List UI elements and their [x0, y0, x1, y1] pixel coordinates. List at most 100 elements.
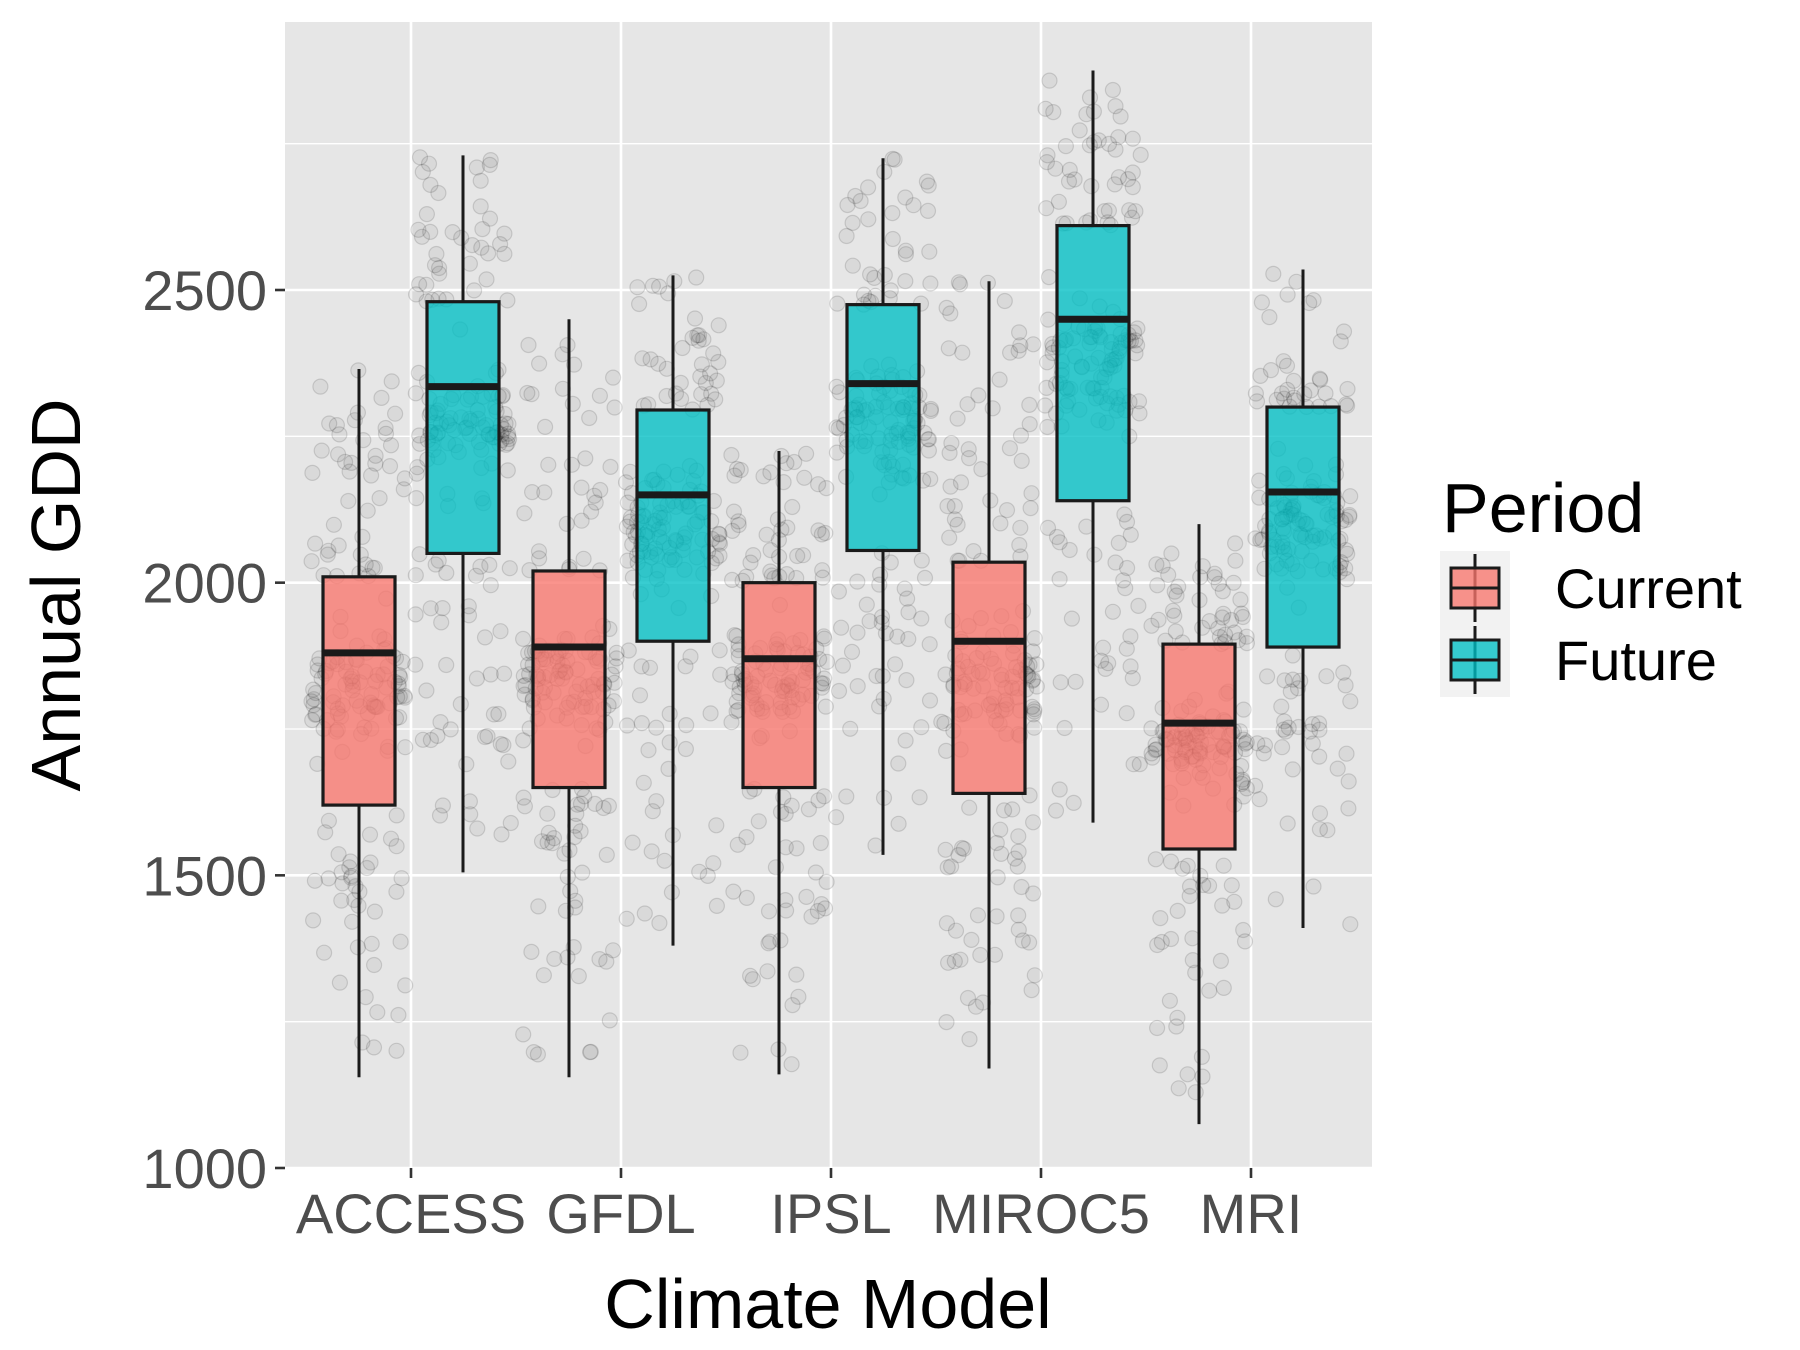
jitter-point	[1110, 169, 1128, 186]
jitter-point	[1143, 745, 1160, 762]
jitter-point	[1247, 385, 1265, 402]
jitter-point	[544, 835, 561, 852]
jitter-point	[701, 365, 719, 382]
jitter-point	[500, 415, 517, 433]
jitter-point	[1006, 850, 1024, 867]
jitter-point	[1107, 97, 1124, 115]
jitter-point	[572, 823, 589, 840]
jitter-point	[1110, 534, 1127, 552]
jitter-point	[388, 1042, 405, 1059]
jitter-point	[325, 516, 342, 533]
jitter-point	[969, 907, 987, 924]
jitter-point	[303, 553, 320, 570]
jitter-point	[991, 371, 1008, 388]
jitter-point	[411, 427, 428, 444]
jitter-point	[1024, 643, 1042, 660]
jitter-point	[1248, 393, 1266, 410]
jitter-point	[1122, 526, 1139, 543]
box-future-access	[425, 155, 501, 873]
jitter-point	[1004, 801, 1021, 818]
jitter-point	[788, 966, 805, 983]
jitter-point	[1011, 536, 1028, 554]
jitter-point	[1122, 658, 1139, 675]
jitter-point	[1010, 843, 1027, 860]
jitter-point	[790, 988, 807, 1005]
jitter-point	[950, 274, 968, 291]
jitter-point	[533, 833, 551, 850]
jitter-point	[1273, 739, 1291, 756]
jitter-point	[563, 456, 581, 473]
jitter-point	[939, 498, 956, 515]
box-future-miroc5	[1055, 70, 1131, 823]
box-current-access	[321, 369, 397, 1078]
jitter-point	[1232, 591, 1249, 608]
jitter-point	[742, 554, 759, 571]
jitter-point	[725, 666, 742, 683]
jitter-point	[803, 908, 820, 925]
jitter-point	[710, 317, 727, 334]
jitter-point	[919, 431, 937, 448]
jitter-point	[1227, 552, 1244, 569]
jitter-point	[1206, 565, 1223, 582]
jitter-point	[536, 418, 554, 435]
jitter-point	[539, 805, 556, 822]
jitter-point	[364, 559, 381, 576]
jitter-point	[390, 1006, 407, 1024]
jitter-point	[773, 521, 790, 538]
jitter-point	[1060, 173, 1078, 190]
jitter-point	[1010, 342, 1027, 359]
plot-panel	[285, 22, 1372, 1168]
jitter-point	[1013, 878, 1030, 896]
jitter-point	[755, 468, 772, 485]
jitter-point	[988, 908, 1005, 925]
jitter-point	[530, 898, 547, 915]
jitter-point	[827, 809, 845, 826]
jitter-point	[882, 554, 899, 571]
legend-label-future: Future	[1555, 629, 1717, 692]
jitter-point	[305, 912, 322, 929]
jitter-point	[1013, 452, 1030, 469]
jitter-point	[759, 963, 776, 980]
jitter-point	[708, 897, 726, 915]
jitter-point	[1123, 209, 1141, 226]
jitter-point	[905, 197, 922, 214]
jitter-point	[330, 537, 347, 554]
jitter-point	[1277, 723, 1294, 740]
jitter-point	[469, 820, 486, 837]
jitter-point	[422, 176, 439, 193]
jitter-point	[606, 399, 623, 416]
jitter-point	[921, 243, 938, 260]
jitter-point	[618, 518, 636, 535]
jitter-point	[816, 670, 833, 687]
jitter-point	[648, 793, 665, 810]
jitter-point	[1168, 1018, 1185, 1035]
jitter-point	[1094, 639, 1112, 656]
jitter-point	[723, 446, 740, 464]
jitter-point	[305, 691, 322, 708]
jitter-point	[672, 374, 689, 391]
jitter-point	[710, 525, 728, 542]
jitter-point	[600, 797, 618, 815]
jitter-point	[341, 859, 358, 876]
jitter-point	[965, 542, 982, 560]
y-axis-title: Annual GDD	[17, 399, 95, 792]
jitter-point	[1012, 427, 1030, 444]
jitter-point	[847, 187, 864, 205]
jitter-point	[725, 503, 743, 520]
jitter-point	[363, 467, 380, 484]
jitter-point	[492, 623, 509, 640]
jitter-point	[1065, 794, 1082, 812]
jitter-point	[724, 522, 741, 540]
jitter-point	[523, 943, 540, 961]
jitter-point	[496, 225, 513, 242]
jitter-point	[460, 598, 477, 615]
jitter-point	[920, 177, 937, 194]
jitter-point	[809, 476, 827, 493]
jitter-point	[942, 858, 960, 875]
jitter-point	[970, 387, 987, 404]
jitter-point	[1318, 668, 1335, 685]
jitter-point	[1262, 362, 1280, 379]
jitter-point	[1169, 1009, 1186, 1026]
jitter-point	[1340, 800, 1357, 817]
y-tick-label: 2000	[142, 552, 267, 615]
